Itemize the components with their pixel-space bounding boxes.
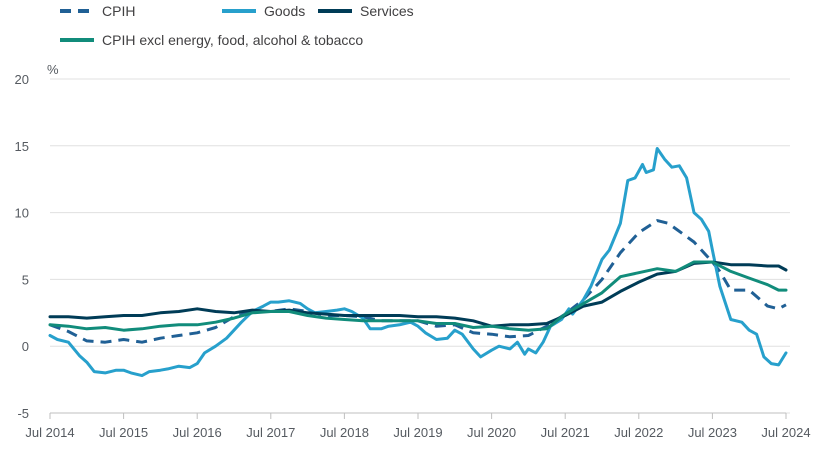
x-tick-label: Jul 2019 [393, 425, 442, 440]
x-tick-label: Jul 2020 [467, 425, 516, 440]
y-tick-label: -5 [17, 406, 29, 421]
chart-legend: CPIH Goods Services CPIH excl energy, food,… [60, 3, 414, 48]
x-tick-label: Jul 2014 [25, 425, 74, 440]
x-tick-label: Jul 2024 [761, 425, 810, 440]
series-line-1 [48, 147, 788, 378]
x-tick-label: Jul 2023 [688, 425, 737, 440]
legend-label-1: Goods [264, 3, 305, 19]
series-line-0 [49, 219, 787, 344]
y-tick-label: 0 [22, 339, 29, 354]
x-tick-label: Jul 2015 [99, 425, 148, 440]
legend-label-3: CPIH excl energy, food, alcohol & tobacc… [102, 32, 363, 48]
y-tick-label: 15 [15, 139, 29, 154]
y-axis: -5 0 5 10 15 20 [15, 72, 29, 421]
y-tick-label: 20 [15, 72, 29, 87]
x-axis: Jul 2014 Jul 2015 Jul 2016 Jul 2017 Jul 2018… [25, 412, 811, 440]
series-line-3 [48, 260, 788, 332]
series-layer [48, 147, 788, 378]
x-tick-label: Jul 2022 [614, 425, 663, 440]
legend-label-2: Services [360, 3, 414, 19]
x-tick-label: Jul 2017 [246, 425, 295, 440]
x-tick-label: Jul 2021 [541, 425, 590, 440]
y-tick-label: 10 [15, 206, 29, 221]
x-tick-label: Jul 2016 [173, 425, 222, 440]
x-tick-label: Jul 2018 [320, 425, 369, 440]
y-axis-unit-label: % [47, 62, 59, 77]
y-tick-label: 5 [22, 272, 29, 287]
legend-label-0: CPIH [102, 3, 135, 19]
gridlines [50, 78, 790, 414]
